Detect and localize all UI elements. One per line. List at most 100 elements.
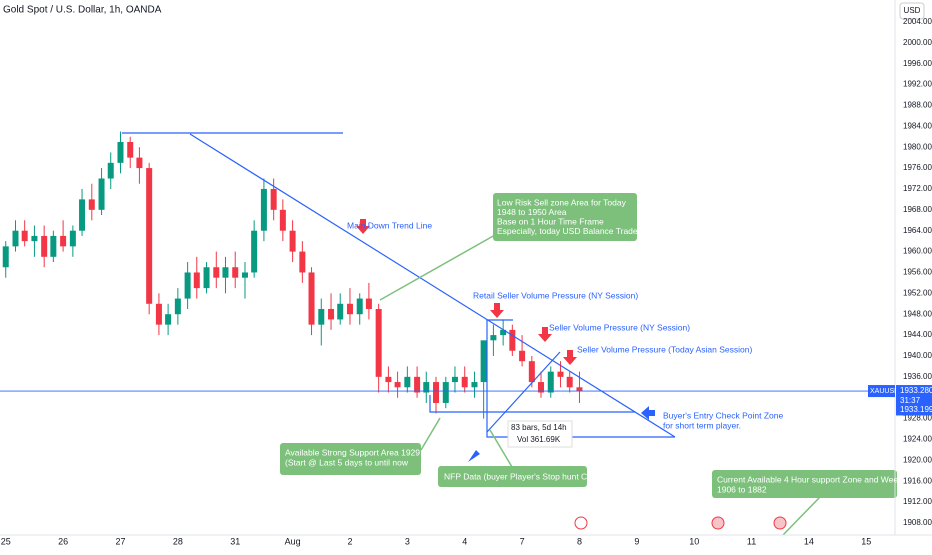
y-tick-label: 1992.00	[903, 80, 932, 89]
y-tick-label: 1936.00	[903, 372, 932, 381]
x-tick-label: 2	[347, 536, 352, 546]
candle-body	[88, 199, 95, 210]
candle-body	[404, 376, 411, 388]
measure-box	[507, 420, 573, 448]
y-tick-label: 1948.00	[903, 309, 932, 318]
candle-body	[251, 230, 258, 273]
candle-body	[356, 298, 363, 315]
annotation: Main Down Trend Line	[347, 220, 432, 230]
candle-body	[451, 376, 458, 383]
y-tick-label: 1956.00	[903, 268, 932, 277]
candle-body	[12, 230, 19, 247]
annotation: (Start @ Last 5 days to until now	[285, 457, 409, 467]
candle-body	[41, 235, 48, 257]
candle-body	[21, 230, 28, 242]
x-tick-label: 7	[520, 536, 525, 546]
candle-body	[127, 141, 134, 158]
candle-body	[566, 376, 573, 388]
candle-body	[385, 376, 392, 383]
boxes	[280, 193, 897, 498]
symbol-tag	[868, 385, 895, 398]
candle-body	[346, 303, 353, 315]
x-tick-label: 4	[462, 536, 467, 546]
candle-body	[308, 272, 315, 325]
annotation: Current Available 4 Hour support Zone an…	[717, 474, 927, 484]
y-tick-label: 2004.00	[903, 17, 932, 26]
annotation: Retail Seller Volume Pressure (NY Sessio…	[473, 290, 638, 300]
annotation: Especially, today USD Balance Trade Data	[497, 226, 658, 236]
candle-body	[365, 298, 372, 309]
y-tick-label: 1924.00	[903, 435, 932, 444]
connectors	[379, 234, 821, 536]
x-tick-label: 8	[577, 536, 582, 546]
y-tick-label: 1952.00	[903, 288, 932, 297]
candle-body	[442, 382, 449, 403]
annotation: Base on 1 Hour Time Frame	[497, 216, 604, 226]
candle-body	[394, 382, 401, 388]
y-tick-label: 2000.00	[903, 38, 932, 47]
candle-body	[538, 382, 545, 393]
annotation: Seller Volume Pressure (Today Asian Sess…	[577, 344, 752, 354]
candle-body	[213, 267, 220, 278]
x-tick-label: 27	[115, 536, 125, 546]
currency[interactable]: USD	[904, 6, 921, 15]
candle-body	[557, 371, 564, 377]
candle-body	[222, 267, 229, 278]
y-tick-label: 1908.00	[903, 518, 932, 527]
annotation: 1948 to 1950 Area	[497, 207, 567, 217]
candle-body	[480, 340, 487, 383]
other-price: 1933.199	[900, 405, 932, 414]
candle-body	[69, 230, 76, 247]
candle-body	[528, 361, 535, 383]
y-tick-label: 1976.00	[903, 163, 932, 172]
candle-body	[337, 303, 344, 320]
candle-body	[98, 178, 105, 210]
annotation: for short term player.	[663, 420, 741, 430]
support-line	[429, 395, 635, 413]
y-tick-label: 1916.00	[903, 476, 932, 485]
x-tick-label: 3	[405, 536, 410, 546]
candle-body	[461, 376, 468, 388]
down-trend-line	[189, 133, 676, 438]
candle-body	[155, 303, 162, 325]
candle-body	[241, 272, 248, 278]
candle-body	[509, 329, 516, 351]
x-tick-label: 15	[861, 536, 871, 546]
rocket-icon	[468, 450, 480, 462]
rising-line	[486, 351, 561, 433]
candle-body	[318, 308, 325, 325]
y-tick-label: 1968.00	[903, 205, 932, 214]
y-tick-label: 1984.00	[903, 121, 932, 130]
price-tag	[896, 385, 932, 408]
plot	[2, 131, 583, 419]
candle-body	[50, 235, 57, 257]
candle-body	[60, 235, 67, 247]
y-tick-label: 1940.00	[903, 351, 932, 360]
candle-body	[117, 141, 124, 163]
candle-body	[107, 162, 114, 179]
candle-body	[146, 168, 153, 304]
y-tick-label: 1996.00	[903, 59, 932, 68]
candle-body	[260, 188, 267, 231]
buyer-arrow	[641, 406, 655, 420]
candle-body	[136, 157, 143, 169]
y-tick-label: 1980.00	[903, 142, 932, 151]
candle-body	[576, 387, 583, 392]
y-tick-label: 1960.00	[903, 247, 932, 256]
x-tick-label: 11	[747, 536, 756, 546]
chart-title: Gold Spot / U.S. Dollar, 1h, OANDA	[3, 5, 162, 16]
candle-body	[299, 251, 306, 273]
x-tick-label: 28	[173, 536, 183, 546]
x-tick-label: 31	[230, 536, 240, 546]
candle-body	[232, 267, 239, 278]
candle-body	[433, 382, 440, 403]
candle-body	[547, 371, 554, 393]
y-tick-label: 1988.00	[903, 101, 932, 110]
currency-button[interactable]	[899, 2, 925, 20]
countdown: 31:37	[900, 396, 921, 405]
x-tick-label: 9	[634, 536, 639, 546]
candle-body	[423, 382, 430, 393]
drawings	[122, 132, 676, 438]
